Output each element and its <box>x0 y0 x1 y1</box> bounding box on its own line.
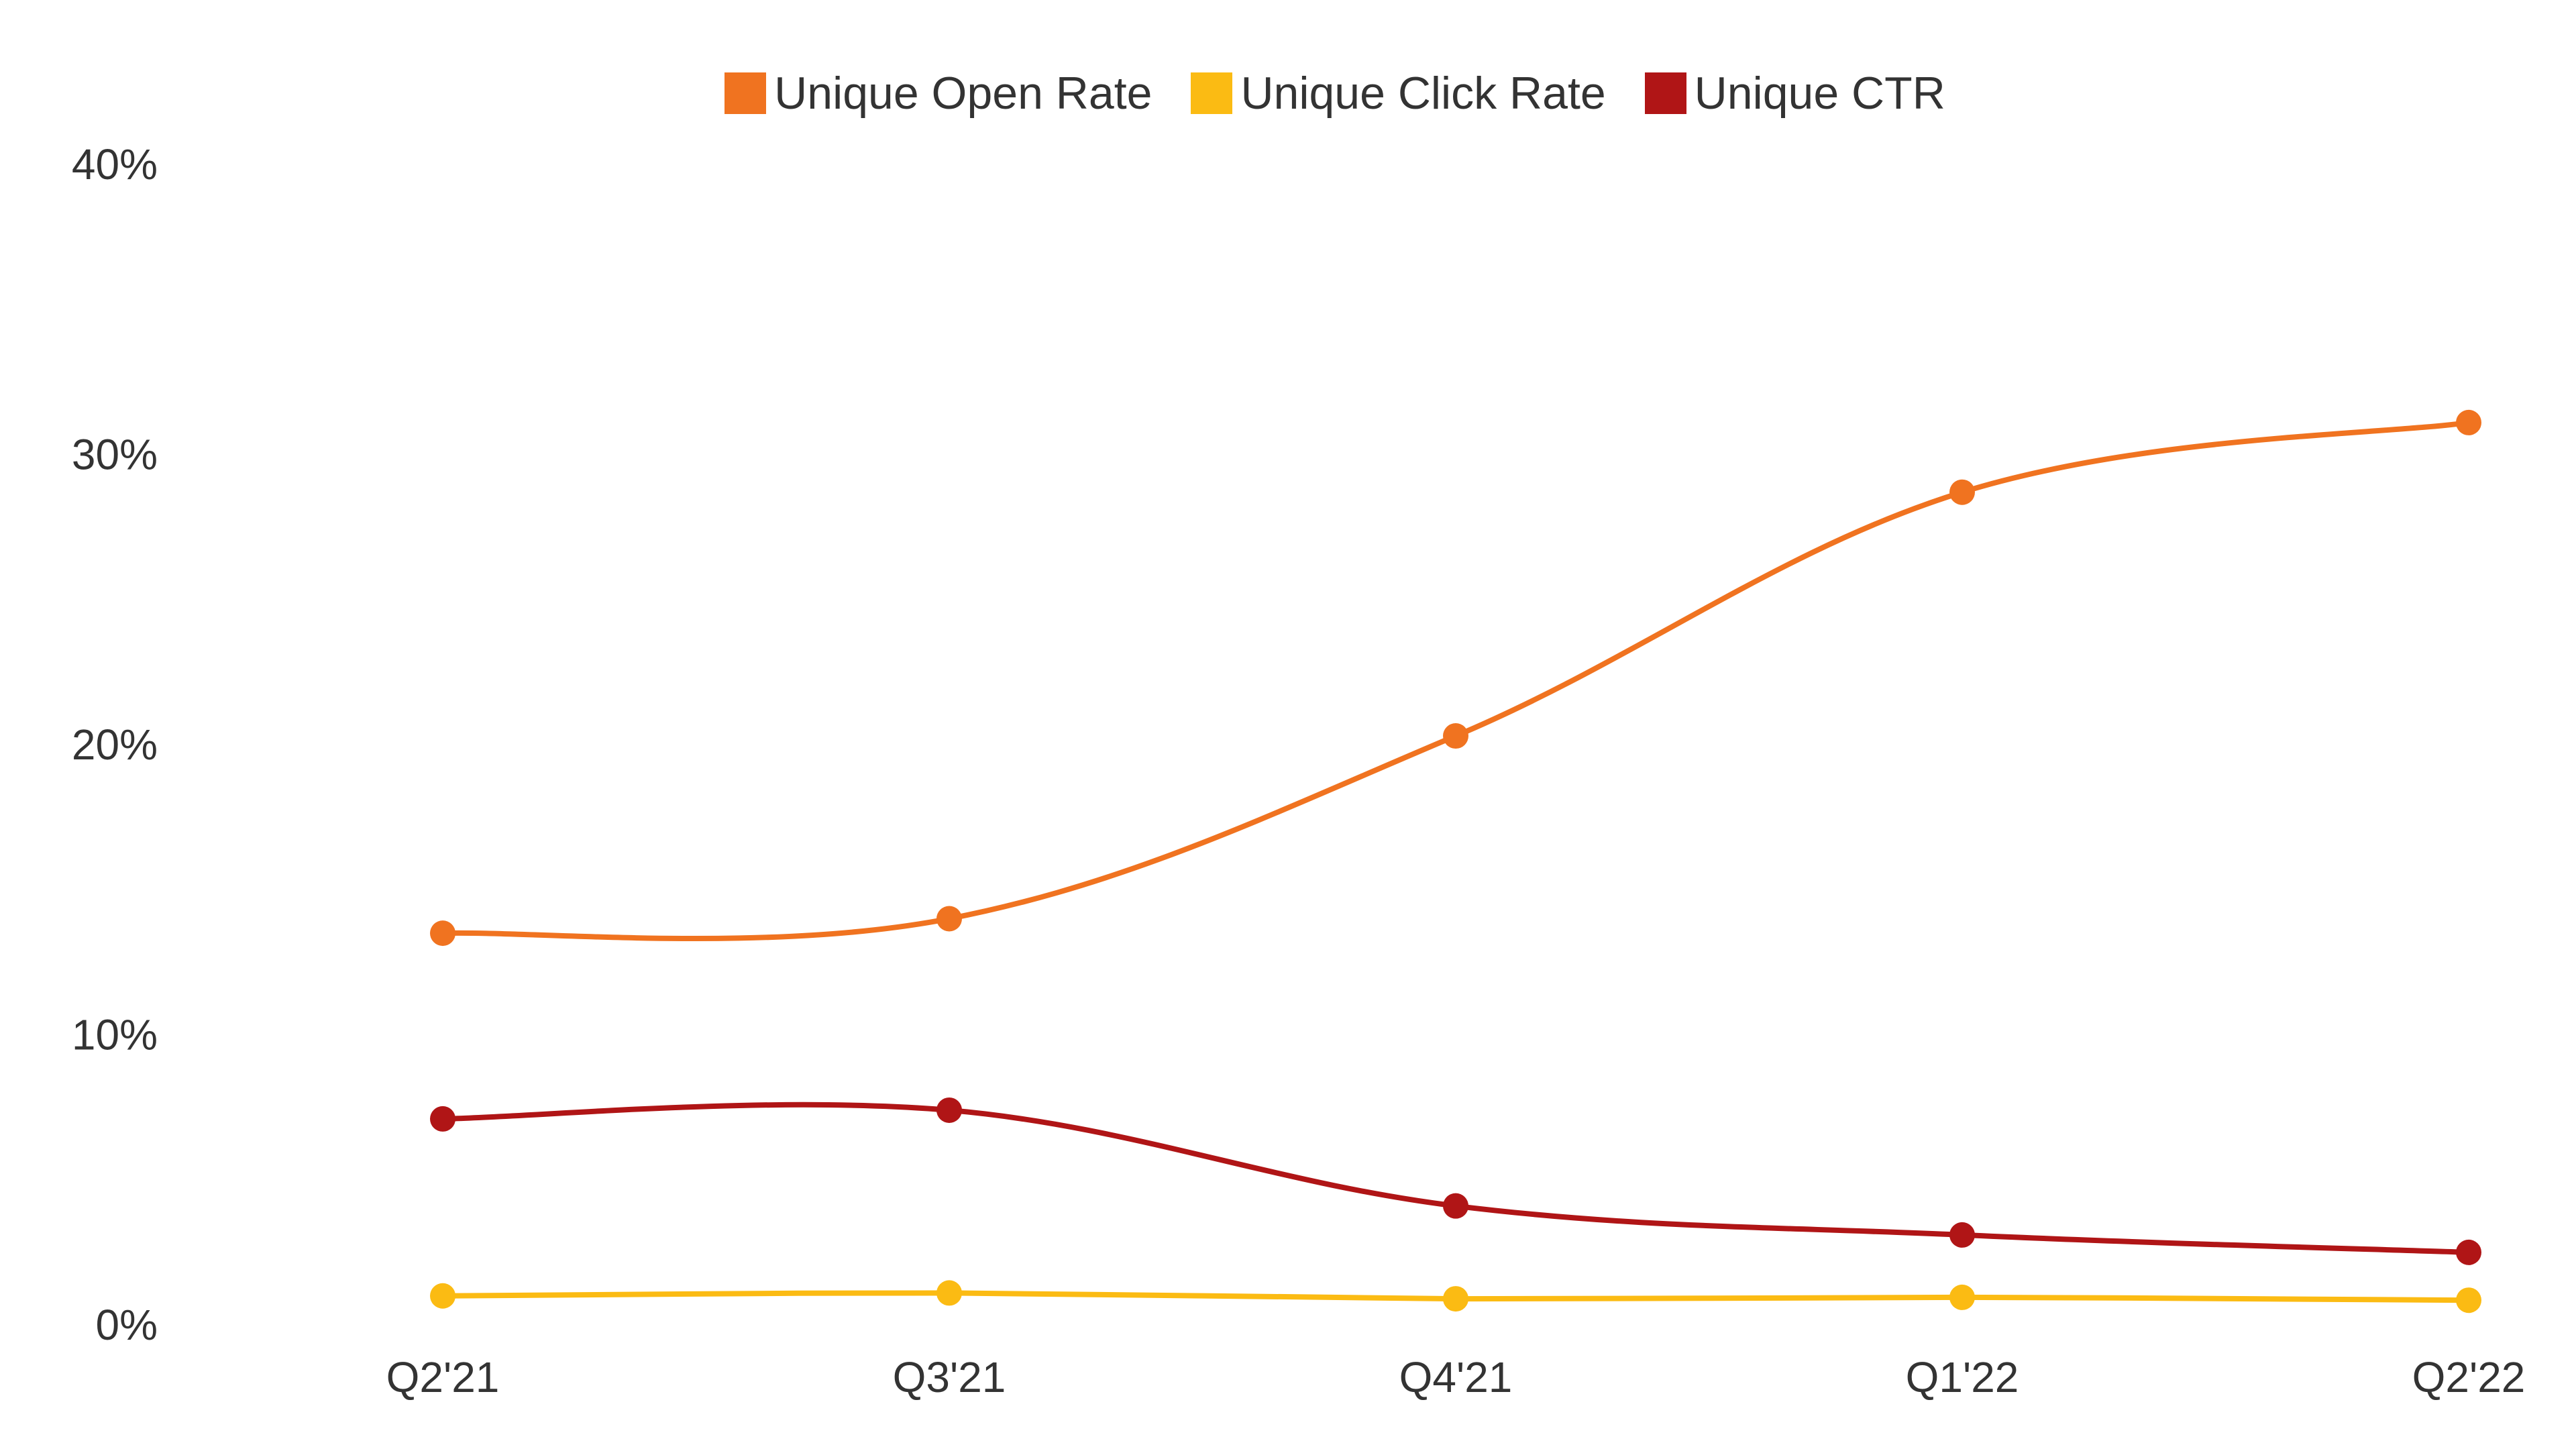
data-point-unique-click-rate[interactable] <box>430 1283 455 1309</box>
data-point-unique-click-rate[interactable] <box>1949 1284 1975 1310</box>
legend-swatch-unique-open-rate <box>724 72 767 114</box>
data-point-unique-click-rate[interactable] <box>2456 1287 2481 1313</box>
data-point-unique-open-rate[interactable] <box>1949 479 1975 505</box>
x-tick-label: Q4'21 <box>1399 1353 1513 1401</box>
y-tick-label: 40% <box>72 140 158 189</box>
data-point-unique-click-rate[interactable] <box>936 1280 962 1306</box>
data-point-unique-open-rate[interactable] <box>430 920 455 947</box>
y-axis: 0% 10% 20% 30% 40% <box>72 140 158 1349</box>
x-tick-label: Q3'21 <box>893 1353 1006 1401</box>
y-tick-label: 20% <box>72 720 158 769</box>
x-axis: Q2'21 Q3'21 Q4'21 Q1'22 Q2'22 <box>386 1353 2526 1401</box>
data-point-unique-open-rate[interactable] <box>936 906 962 932</box>
legend-label-unique-ctr: Unique CTR <box>1694 68 1945 119</box>
x-tick-label: Q2'21 <box>386 1353 500 1401</box>
series-unique-click-rate <box>430 1280 2481 1313</box>
y-tick-label: 30% <box>72 431 158 479</box>
x-tick-label: Q1'22 <box>1906 1353 2019 1401</box>
y-tick-label: 10% <box>72 1011 158 1059</box>
data-point-unique-ctr[interactable] <box>430 1106 455 1132</box>
chart-legend: Unique Open Rate Unique Click Rate Uniqu… <box>0 70 2576 116</box>
series-line-unique-ctr <box>440 1102 2471 1255</box>
legend-label-unique-open-rate: Unique Open Rate <box>774 68 1152 119</box>
legend-item-unique-click-rate[interactable]: Unique Click Rate <box>1191 68 1606 119</box>
data-point-unique-open-rate[interactable] <box>2456 409 2481 435</box>
series-line-unique-open-rate <box>440 419 2471 942</box>
data-point-unique-click-rate[interactable] <box>1443 1286 1468 1312</box>
x-tick-label: Q2'22 <box>2412 1353 2526 1401</box>
legend-item-unique-open-rate[interactable]: Unique Open Rate <box>724 70 1152 116</box>
data-point-unique-ctr[interactable] <box>1949 1222 1975 1248</box>
data-point-unique-ctr[interactable] <box>936 1097 962 1123</box>
series-unique-ctr <box>430 1097 2481 1265</box>
data-point-unique-ctr[interactable] <box>2456 1239 2481 1265</box>
legend-item-unique-ctr[interactable]: Unique CTR <box>1644 68 1945 119</box>
legend-swatch-unique-click-rate <box>1191 72 1233 114</box>
data-point-unique-ctr[interactable] <box>1443 1193 1468 1219</box>
series-unique-open-rate <box>430 409 2481 947</box>
legend-swatch-unique-ctr <box>1644 72 1686 114</box>
data-point-unique-open-rate[interactable] <box>1443 723 1468 749</box>
legend-label-unique-click-rate: Unique Click Rate <box>1240 68 1606 119</box>
y-tick-label: 0% <box>96 1301 158 1349</box>
series-layer <box>430 409 2481 1313</box>
